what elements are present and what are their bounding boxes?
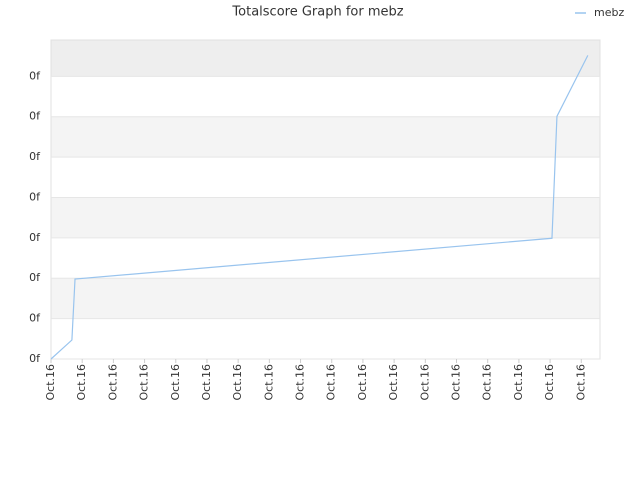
y-tick-label: 0f	[29, 190, 41, 203]
x-tick-label: Oct.16	[512, 364, 525, 401]
band	[51, 278, 600, 319]
band	[51, 318, 600, 359]
y-tick-label: 0f	[29, 312, 41, 325]
x-tick-label: Oct.16	[106, 364, 119, 401]
x-tick-label: Oct.16	[325, 364, 338, 401]
x-tick-label: Oct.16	[481, 364, 494, 401]
band	[51, 40, 600, 77]
x-tick-label: Oct.16	[138, 364, 151, 401]
x-tick-label: Oct.16	[262, 364, 275, 401]
x-tick-label: Oct.16	[75, 364, 88, 401]
x-tick-label: Oct.16	[356, 364, 369, 401]
y-tick-label: 0f	[29, 69, 41, 82]
x-tick-label: Oct.16	[574, 364, 587, 401]
x-tick-label: Oct.16	[231, 364, 244, 401]
band	[51, 157, 600, 198]
x-tick-label: Oct.16	[169, 364, 182, 401]
x-tick-label: Oct.16	[44, 364, 57, 401]
x-tick-label: Oct.16	[450, 364, 463, 401]
y-tick-label: 0f	[29, 271, 41, 284]
x-tick-label: Oct.16	[418, 364, 431, 401]
y-tick-label: 0f	[29, 231, 41, 244]
band	[51, 116, 600, 158]
y-tick-label: 0f	[29, 352, 41, 365]
x-tick-label: Oct.16	[294, 364, 307, 401]
y-tick-label: 0f	[29, 110, 41, 123]
x-tick-label: Oct.16	[200, 364, 213, 401]
series-line	[50, 55, 589, 360]
band	[51, 76, 600, 117]
legend-label: mebz	[594, 6, 624, 19]
chart-title: Totalscore Graph for mebz	[231, 5, 403, 20]
y-tick-label: 0f	[29, 150, 41, 163]
x-tick-label: Oct.16	[387, 364, 400, 401]
x-tick-label: Oct.16	[543, 364, 556, 401]
band	[51, 197, 600, 238]
